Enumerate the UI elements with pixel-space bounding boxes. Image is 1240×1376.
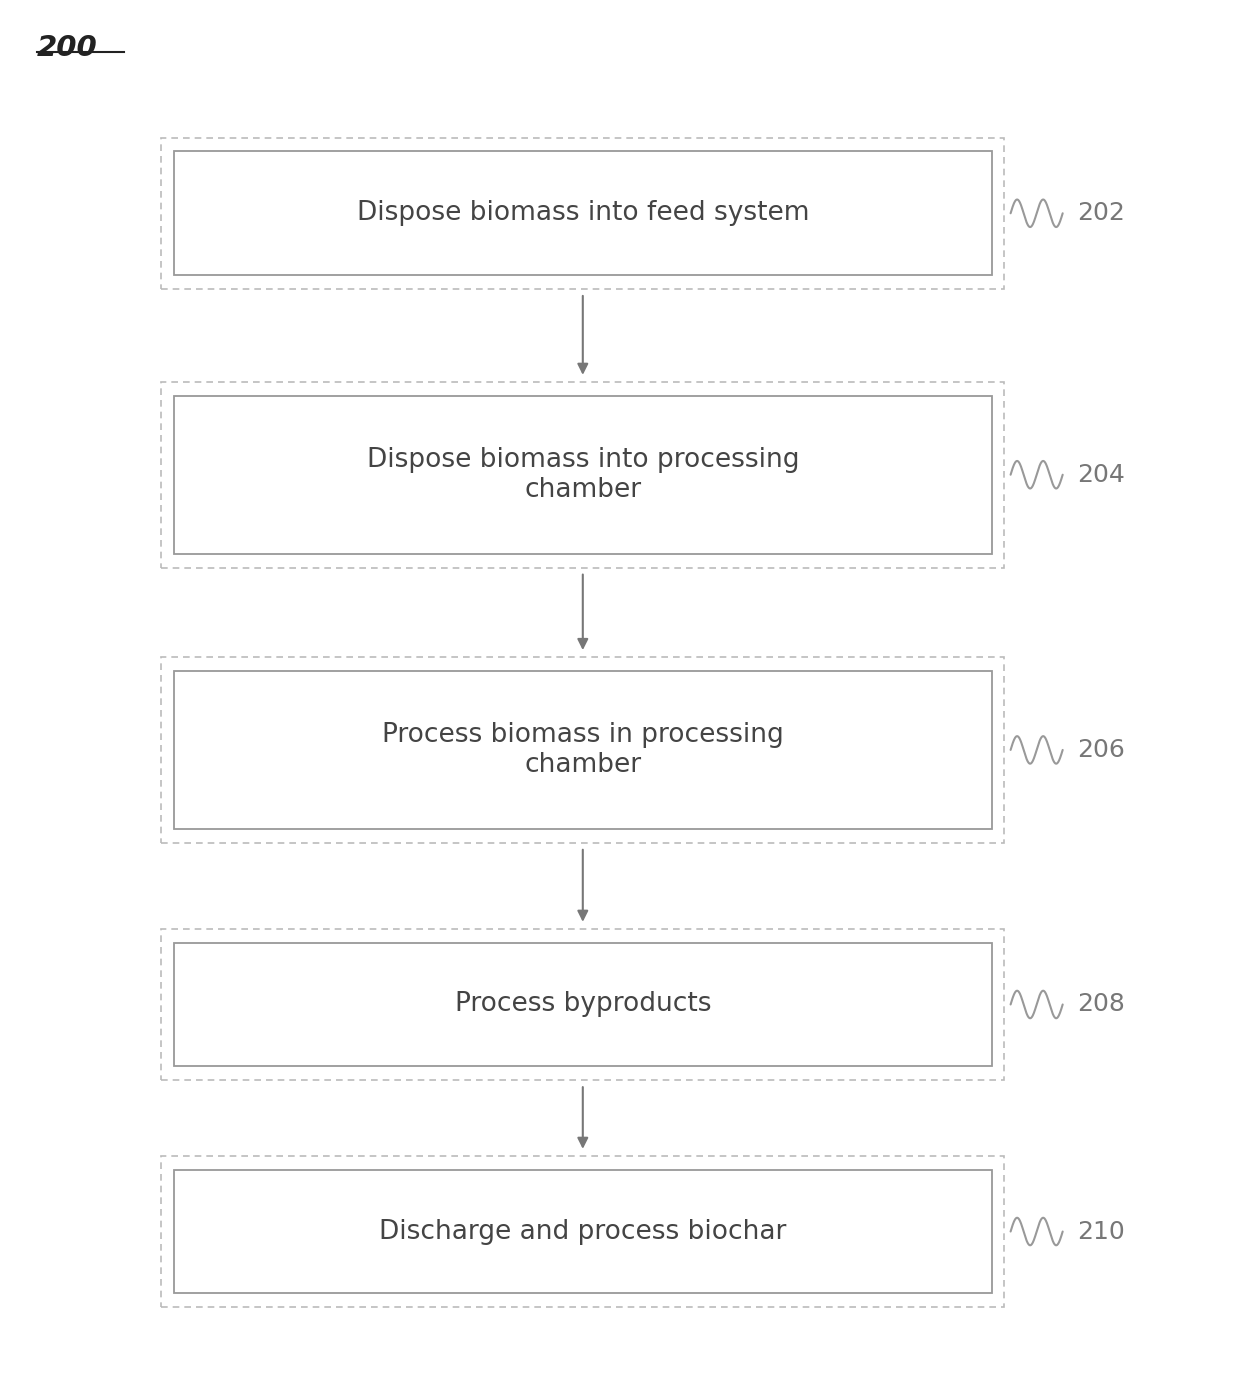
Text: 208: 208	[1078, 992, 1126, 1017]
FancyBboxPatch shape	[174, 670, 992, 828]
Text: Dispose biomass into feed system: Dispose biomass into feed system	[357, 201, 808, 226]
Text: 200: 200	[37, 34, 98, 62]
FancyBboxPatch shape	[174, 943, 992, 1066]
Text: Dispose biomass into processing
chamber: Dispose biomass into processing chamber	[367, 447, 799, 502]
FancyBboxPatch shape	[174, 1170, 992, 1293]
Text: 204: 204	[1078, 462, 1126, 487]
Text: Process biomass in processing
chamber: Process biomass in processing chamber	[382, 722, 784, 777]
Text: Process byproducts: Process byproducts	[455, 992, 711, 1017]
Text: 202: 202	[1078, 201, 1126, 226]
Text: Discharge and process biochar: Discharge and process biochar	[379, 1219, 786, 1244]
Text: 206: 206	[1078, 738, 1126, 762]
FancyBboxPatch shape	[174, 151, 992, 275]
Text: 210: 210	[1078, 1219, 1126, 1244]
FancyBboxPatch shape	[174, 396, 992, 553]
